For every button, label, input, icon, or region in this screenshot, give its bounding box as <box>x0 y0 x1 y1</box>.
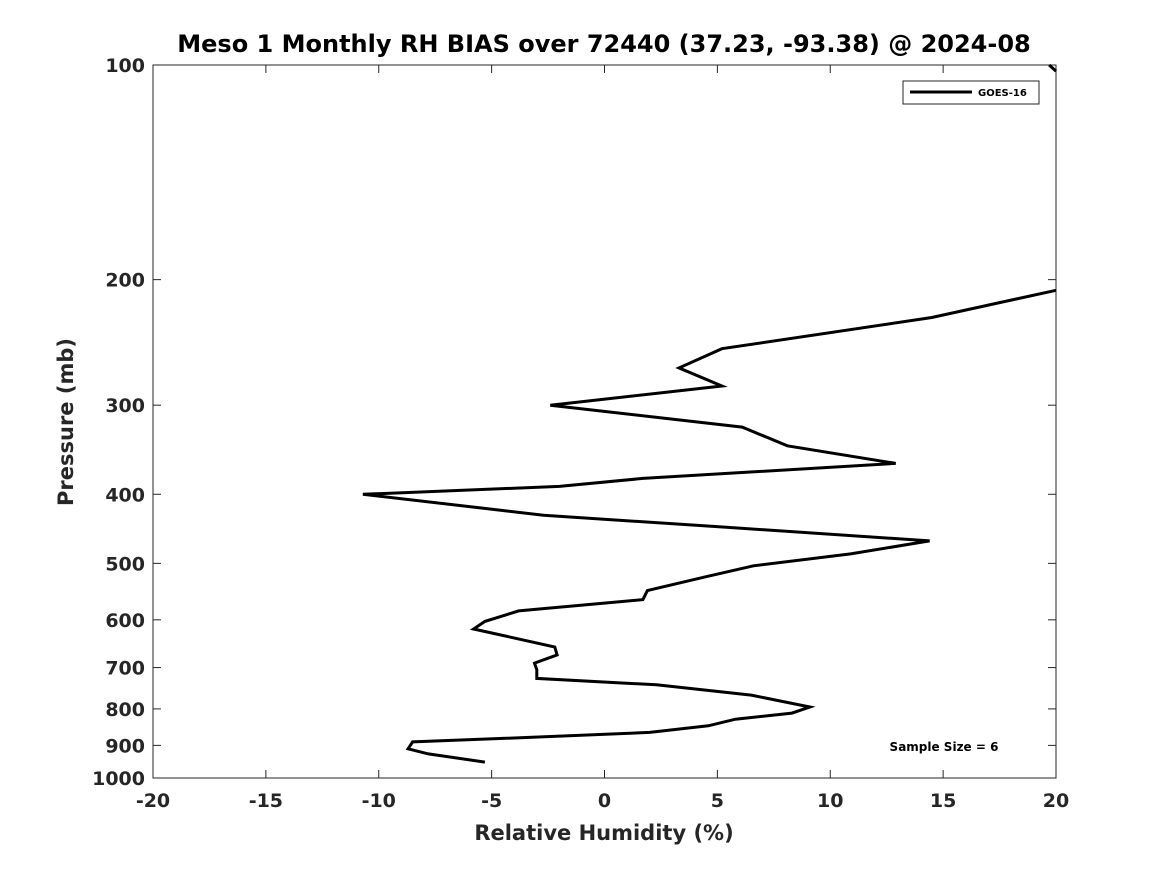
x-tick-label: 5 <box>711 790 724 812</box>
y-tick-label: 200 <box>105 270 145 292</box>
y-axis-label: Pressure (mb) <box>54 338 78 506</box>
y-tick-label: 600 <box>105 610 145 632</box>
chart-title: Meso 1 Monthly RH BIAS over 72440 (37.23… <box>177 30 1030 58</box>
x-tick-label: -15 <box>249 790 283 812</box>
x-tick-label: 20 <box>1043 790 1069 812</box>
series-line-goes-16 <box>362 288 1057 764</box>
x-tick-label: 15 <box>930 790 956 812</box>
y-tick-label: 900 <box>105 735 145 757</box>
legend-label-goes-16: GOES-16 <box>978 88 1027 99</box>
y-tick-label: 100 <box>105 55 145 77</box>
series-line-goes-16-top-segment <box>1048 63 1058 73</box>
y-tick-label: 1000 <box>92 768 145 790</box>
series-layer <box>362 63 1058 764</box>
x-tick-label: 0 <box>598 790 611 812</box>
y-tick-label: 700 <box>105 658 145 680</box>
legend: GOES-16 <box>902 80 1040 105</box>
x-axis-ticks: -20 -15 -10 -5 0 5 10 15 20 <box>136 65 1069 812</box>
sample-size-annotation: Sample Size = 6 <box>890 740 999 754</box>
y-tick-label: 300 <box>105 395 145 417</box>
plot-area <box>152 64 1057 779</box>
x-tick-label: 10 <box>817 790 843 812</box>
y-axis-ticks: 100 200 300 400 500 600 700 800 900 1000 <box>92 55 1056 790</box>
x-tick-label: -5 <box>481 790 502 812</box>
x-tick-label: -10 <box>362 790 396 812</box>
y-tick-label: 400 <box>105 484 145 506</box>
x-axis-label: Relative Humidity (%) <box>474 821 733 845</box>
x-tick-label: -20 <box>136 790 170 812</box>
y-tick-label: 500 <box>105 553 145 575</box>
y-tick-label: 800 <box>105 699 145 721</box>
